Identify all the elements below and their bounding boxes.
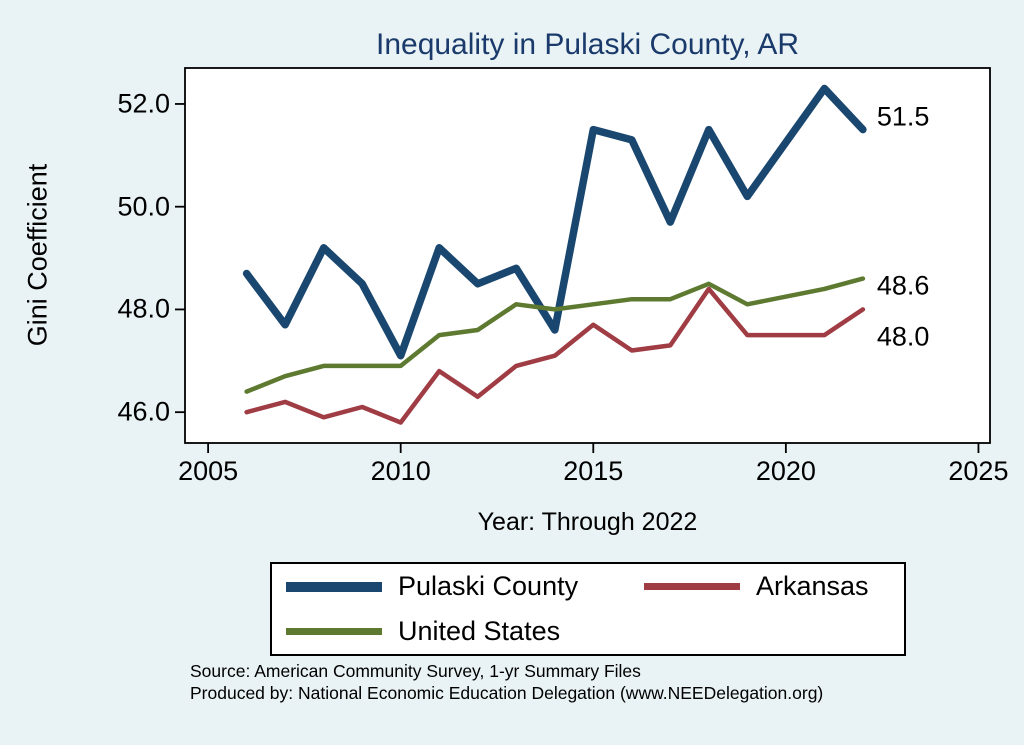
plot-area: [184, 67, 991, 444]
series-line-pulaski-county: [242, 84, 867, 360]
legend-label-pulaski-county: Pulaski County: [398, 571, 579, 601]
legend-swatch-united-states: [286, 628, 382, 635]
legend-label-united-states: United States: [398, 616, 561, 646]
x-axis-label: Year: Through 2022: [477, 508, 698, 536]
legend-item-pulaski-county: Pulaski County: [286, 571, 644, 602]
legend-item-arkansas: Arkansas: [644, 571, 890, 602]
legend-swatch-pulaski-county: [286, 581, 382, 592]
legend: Pulaski County Arkansas United States: [270, 562, 906, 656]
legend-swatch-arkansas: [644, 583, 740, 590]
series-line-united-states: [244, 276, 866, 394]
notes-block: Source: American Community Survey, 1-yr …: [190, 661, 823, 705]
legend-label-arkansas: Arkansas: [756, 571, 869, 601]
legend-item-united-states: United States: [286, 616, 644, 647]
source-note: Source: American Community Survey, 1-yr …: [190, 661, 641, 681]
series-line-arkansas: [244, 286, 866, 425]
chart-title: Inequality in Pulaski County, AR: [375, 28, 799, 61]
produced-by-note: Produced by: National Economic Education…: [190, 682, 824, 703]
